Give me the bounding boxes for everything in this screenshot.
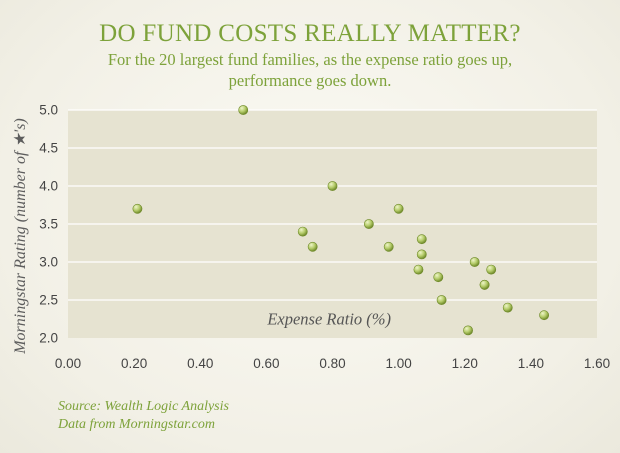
data-point bbox=[469, 257, 480, 267]
data-point bbox=[238, 105, 249, 115]
source-note: Source: Wealth Logic Analysis Data from … bbox=[58, 398, 229, 434]
data-point bbox=[383, 241, 394, 252]
y-axis-label: Morningstar Rating (number of ★'s) bbox=[12, 118, 29, 354]
data-point bbox=[416, 234, 427, 245]
subtitle-line-1: For the 20 largest fund families, as the… bbox=[107, 50, 513, 69]
data-point bbox=[436, 295, 447, 305]
x-tick-label: 1.40 bbox=[518, 356, 544, 371]
x-axis-label: Expense Ratio (%) bbox=[266, 309, 391, 328]
x-axis-ticks: 0.00 0.20 0.40 0.60 0.80 1.00 1.20 1.40 1.60 bbox=[55, 356, 610, 371]
chart-subtitle: For the 20 largest fund families, as the… bbox=[80, 49, 540, 91]
subtitle-line-2: performance goes down. bbox=[228, 71, 392, 90]
x-tick-label: 1.60 bbox=[584, 356, 610, 371]
data-point bbox=[297, 226, 308, 237]
y-tick-label: 4.5 bbox=[39, 141, 58, 156]
x-tick-label: 0.00 bbox=[55, 356, 81, 371]
data-point bbox=[327, 181, 338, 191]
data-point bbox=[502, 302, 513, 313]
y-tick-label: 3.5 bbox=[39, 217, 58, 232]
y-tick-label: 5.0 bbox=[39, 103, 58, 118]
x-tick-label: 1.00 bbox=[385, 356, 411, 371]
data-point bbox=[539, 310, 549, 321]
y-tick-label: 3.0 bbox=[39, 255, 58, 270]
data-point bbox=[463, 325, 473, 336]
data-point bbox=[433, 272, 444, 283]
data-point bbox=[393, 203, 404, 214]
data-point bbox=[416, 249, 427, 260]
chart-title: DO FUND COSTS REALLY MATTER? bbox=[99, 20, 521, 47]
data-point bbox=[132, 203, 143, 214]
y-tick-label: 2.0 bbox=[39, 331, 58, 346]
y-tick-label: 2.5 bbox=[39, 293, 58, 308]
y-axis-ticks: 2.0 2.5 3.0 3.5 4.0 4.5 5.0 bbox=[39, 103, 58, 346]
x-tick-label: 0.40 bbox=[187, 356, 213, 371]
x-tick-label: 0.20 bbox=[121, 356, 147, 371]
data-point bbox=[363, 219, 374, 229]
source-line-2: Data from Morningstar.com bbox=[58, 417, 215, 432]
data-point bbox=[307, 241, 318, 252]
x-tick-label: 0.80 bbox=[319, 356, 345, 371]
data-point bbox=[413, 264, 424, 275]
data-points bbox=[132, 105, 549, 336]
data-point bbox=[486, 264, 497, 275]
x-tick-label: 1.20 bbox=[452, 356, 478, 371]
source-line-1: Source: Wealth Logic Analysis bbox=[58, 399, 229, 414]
y-tick-label: 4.0 bbox=[39, 179, 58, 194]
x-tick-label: 0.60 bbox=[253, 356, 279, 371]
data-point bbox=[479, 279, 490, 290]
